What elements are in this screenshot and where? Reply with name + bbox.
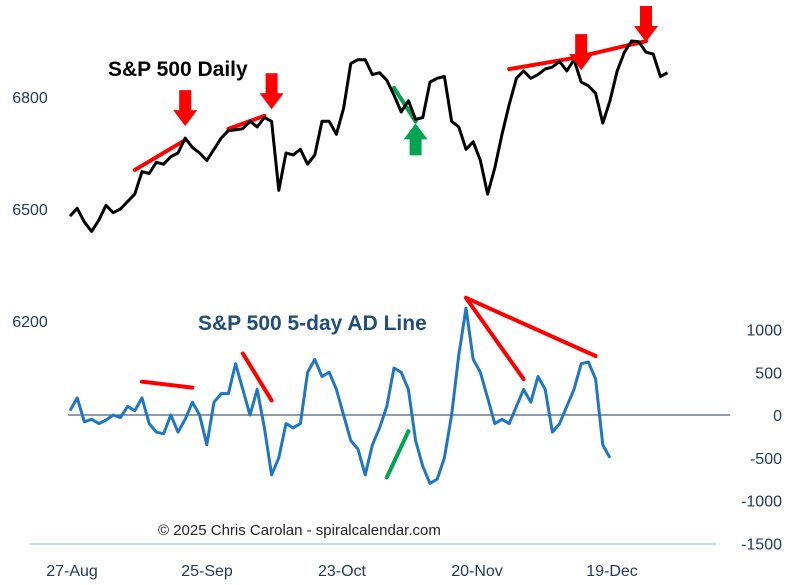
- down-arrow-3: [634, 6, 658, 42]
- bottom-trendlines: [140, 295, 598, 480]
- bottom-trendline-1: [240, 351, 274, 403]
- top-arrows: [173, 6, 658, 156]
- bottom-trendline-2: [384, 429, 411, 480]
- sp500-price-line: [68, 39, 669, 233]
- down-arrow-2: [569, 34, 594, 71]
- copyright-text: © 2025 Chris Carolan - spiralcalendar.co…: [158, 522, 441, 539]
- right-axis-ticks: -1500 -1000 -500 0 500 1000: [741, 323, 782, 554]
- sp500-daily-title: S&P 500 Daily: [108, 58, 248, 81]
- right-tick-0: 0: [773, 408, 782, 425]
- top-trendline-0: [132, 138, 188, 172]
- left-axis-ticks: 6200 6500 6800: [12, 90, 48, 331]
- left-tick-6200: 6200: [12, 314, 48, 331]
- x-tick-3: 20-Nov: [451, 563, 503, 580]
- bottom-trendline-4: [464, 295, 598, 358]
- right-tick--500: -500: [750, 451, 782, 468]
- x-tick-4: 19-Dec: [586, 563, 638, 580]
- right-tick--1500: -1500: [741, 536, 782, 553]
- x-tick-0: 27-Aug: [46, 563, 98, 580]
- ad-line-title: S&P 500 5-day AD Line: [198, 312, 427, 335]
- x-tick-2: 23-Oct: [318, 563, 367, 580]
- down-arrow-1: [259, 73, 284, 110]
- left-tick-6500: 6500: [12, 202, 48, 219]
- right-tick--1000: -1000: [741, 494, 782, 511]
- right-tick-1000: 1000: [746, 323, 782, 340]
- x-tick-1: 25-Sep: [181, 563, 233, 580]
- top-trendline-3: [507, 55, 576, 72]
- up-arrow-0: [403, 123, 428, 156]
- left-tick-6800: 6800: [12, 90, 48, 107]
- bottom-trendline-3: [464, 295, 526, 382]
- x-axis-ticks: 27-Aug 25-Sep 23-Oct 20-Nov 19-Dec: [46, 563, 638, 580]
- right-tick-500: 500: [755, 365, 782, 382]
- bottom-trendline-0: [140, 379, 195, 390]
- ad-line-series: [68, 306, 612, 485]
- top-trendline-1: [226, 113, 267, 131]
- down-arrow-0: [173, 90, 198, 127]
